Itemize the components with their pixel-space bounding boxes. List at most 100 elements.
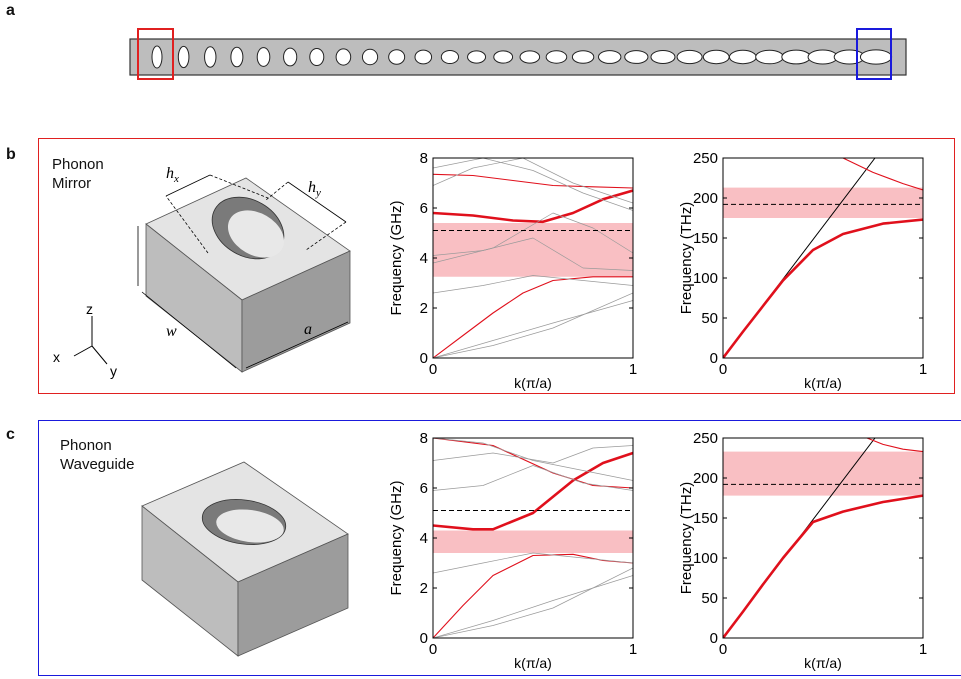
hole bbox=[177, 45, 190, 69]
waveguide-unit-cell bbox=[141, 461, 349, 657]
band-curve-5 bbox=[433, 552, 633, 574]
hole bbox=[388, 49, 406, 65]
hole bbox=[283, 47, 298, 67]
band-curve-7 bbox=[433, 445, 633, 464]
hole bbox=[309, 48, 325, 66]
hole bbox=[676, 49, 703, 65]
x-tick-label: 0 bbox=[429, 361, 437, 378]
y-tick-label: 150 bbox=[693, 230, 718, 247]
axes-triad bbox=[73, 316, 108, 365]
hole bbox=[493, 50, 514, 64]
hole bbox=[781, 49, 811, 65]
y-tick-label: 200 bbox=[693, 470, 718, 487]
label-line-1: Phonon bbox=[52, 156, 104, 173]
y-tick-label: 150 bbox=[693, 510, 718, 527]
hy-label: hy bbox=[308, 179, 321, 199]
band-curve-0 bbox=[433, 189, 633, 224]
hole bbox=[728, 49, 757, 65]
y-tick-label: 6 bbox=[420, 200, 428, 217]
band-curve-2 bbox=[433, 276, 633, 358]
hole bbox=[256, 47, 271, 67]
x-tick-label: 1 bbox=[629, 641, 637, 658]
x-tick-label: 1 bbox=[919, 361, 927, 378]
x-tick-label: 0 bbox=[429, 641, 437, 658]
y-tick-label: 250 bbox=[693, 150, 718, 167]
hole bbox=[598, 50, 622, 64]
plot-frame bbox=[722, 157, 924, 359]
y-tick-label: 4 bbox=[420, 250, 428, 267]
mirror-cell-highlight bbox=[137, 28, 174, 80]
hole-inner-wall bbox=[227, 210, 285, 258]
x-tick-label: 0 bbox=[719, 361, 727, 378]
label-line-2: Waveguide bbox=[60, 456, 135, 473]
hole bbox=[545, 50, 568, 64]
mirror-unit-cell: hx hy w a z x y bbox=[53, 165, 351, 379]
hole bbox=[702, 49, 730, 65]
band-curve-2 bbox=[433, 553, 633, 638]
hole bbox=[807, 49, 838, 65]
phonon-mirror-label: Phonon Mirror bbox=[52, 155, 104, 193]
band-curve-2 bbox=[842, 158, 923, 191]
panel-letter-c: c bbox=[6, 426, 15, 443]
block-right-face bbox=[237, 533, 349, 657]
x-tick-label: 0 bbox=[719, 641, 727, 658]
band-curve-5 bbox=[433, 275, 633, 294]
band-curve-8 bbox=[433, 158, 633, 204]
band-curve-9 bbox=[433, 158, 633, 211]
nanobeam-holes bbox=[151, 45, 893, 69]
hole bbox=[519, 50, 541, 64]
phonon-waveguide-panel bbox=[38, 420, 961, 676]
hole bbox=[151, 45, 163, 69]
hole bbox=[440, 50, 460, 64]
nanobeam-diagram bbox=[129, 28, 907, 80]
x-axis-label: k(π/a) bbox=[804, 375, 842, 391]
y-tick-label: 2 bbox=[420, 580, 428, 597]
waveguide-cell-highlight bbox=[856, 28, 892, 80]
band-curve-2 bbox=[866, 438, 923, 453]
phonon-waveguide-label: Phonon Waveguide bbox=[60, 436, 135, 474]
x-axis-label: k(π/a) bbox=[514, 375, 552, 391]
x-tick-label: 1 bbox=[629, 361, 637, 378]
hole bbox=[335, 48, 352, 66]
band-curve-1 bbox=[723, 218, 923, 358]
hole bbox=[755, 49, 784, 65]
y-tick-label: 100 bbox=[693, 550, 718, 567]
band-curve-3 bbox=[433, 575, 633, 638]
panel-letter-b: b bbox=[6, 146, 16, 163]
hole bbox=[624, 50, 649, 64]
y-axis-label: Frequency (GHz) bbox=[388, 200, 405, 315]
hole bbox=[467, 50, 487, 64]
x-axis-label: x bbox=[53, 349, 60, 365]
w-label: w bbox=[166, 323, 177, 340]
band-curve-7 bbox=[433, 212, 633, 264]
waveguide-optical-band-chart: 0 50 100 150 200 250 0 1 k(π/a) Frequency (THz) bbox=[678, 430, 927, 671]
y-tick-label: 50 bbox=[701, 590, 718, 607]
x-tick-label: 1 bbox=[919, 641, 927, 658]
y-tick-label: 0 bbox=[420, 630, 428, 647]
hole bbox=[650, 50, 676, 64]
hole bbox=[571, 50, 595, 64]
y-tick-label: 0 bbox=[710, 630, 718, 647]
label-line-2: Mirror bbox=[52, 175, 92, 192]
band-curve-6 bbox=[433, 237, 633, 271]
hole-inner-wall bbox=[216, 509, 284, 543]
bandgap-region bbox=[723, 187, 923, 218]
plot-frame bbox=[722, 437, 924, 639]
y-tick-label: 2 bbox=[420, 300, 428, 317]
y-axis-label: Frequency (THz) bbox=[678, 482, 695, 595]
y-tick-label: 4 bbox=[420, 530, 428, 547]
y-tick-label: 0 bbox=[420, 350, 428, 367]
y-axis-label: Frequency (THz) bbox=[678, 202, 695, 315]
y-axis-label: y bbox=[110, 363, 117, 379]
band-curve-1 bbox=[723, 494, 923, 638]
z-axis-label: z bbox=[86, 301, 93, 317]
band-curve-0 bbox=[433, 451, 633, 531]
hole bbox=[204, 46, 217, 68]
y-tick-label: 100 bbox=[693, 270, 718, 287]
band-curve-4 bbox=[433, 567, 633, 638]
y-axis-label: Frequency (GHz) bbox=[388, 480, 405, 595]
band-curve-3 bbox=[433, 300, 633, 358]
hole bbox=[361, 48, 379, 66]
x-axis-label: k(π/a) bbox=[804, 655, 842, 671]
y-tick-label: 8 bbox=[420, 430, 428, 447]
